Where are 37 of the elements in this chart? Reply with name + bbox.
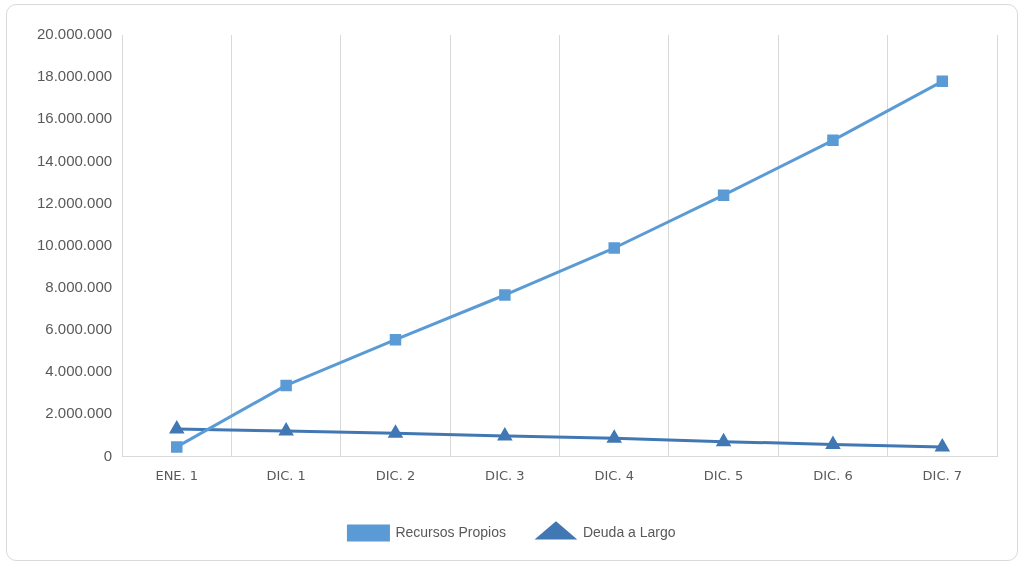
y-tick-label: 16.000.000: [37, 109, 113, 127]
y-tick-label: 6.000.000: [45, 320, 113, 338]
point: [171, 441, 183, 453]
x-tick-label: DIC. 2: [375, 467, 416, 483]
point: [498, 428, 512, 441]
point: [936, 75, 949, 88]
x-tick-label: ENE. 1: [155, 467, 199, 483]
point: [499, 289, 511, 301]
point: [607, 430, 621, 443]
y-tick-label: 10.000.000: [37, 235, 113, 253]
y-tick-label: 8.000.000: [45, 277, 113, 295]
point: [935, 439, 950, 452]
point: [280, 379, 292, 392]
point: [389, 333, 402, 346]
y-tick-label: 14.000.000: [37, 151, 113, 169]
point: [716, 434, 731, 447]
point: [717, 189, 730, 201]
y-tick-label: 2.000.000: [45, 404, 113, 422]
x-tick-label: DIC. 6: [813, 467, 853, 483]
point: [388, 425, 403, 438]
point: [608, 242, 620, 254]
point: [826, 436, 840, 449]
point: [279, 423, 293, 436]
x-tick-label: DIC. 3: [485, 467, 525, 483]
y-tick-label: 0: [103, 446, 113, 464]
x-tick-label: DIC. 1: [266, 467, 306, 483]
y-tick-label: 4.000.000: [45, 362, 113, 380]
point: [827, 134, 839, 147]
y-tick-label: 18.000.000: [37, 67, 113, 85]
point: [170, 421, 184, 434]
legend-label: Deuda a Largo: [582, 523, 676, 540]
x-tick-label: DIC. 5: [703, 467, 744, 483]
x-tick-label: DIC. 7: [922, 467, 963, 483]
legend-label: Recursos Propios: [395, 523, 506, 540]
y-tick-label: 12.000.000: [37, 193, 113, 211]
y-tick-label: 20.000.000: [37, 25, 113, 43]
x-tick-label: DIC. 4: [594, 467, 634, 483]
